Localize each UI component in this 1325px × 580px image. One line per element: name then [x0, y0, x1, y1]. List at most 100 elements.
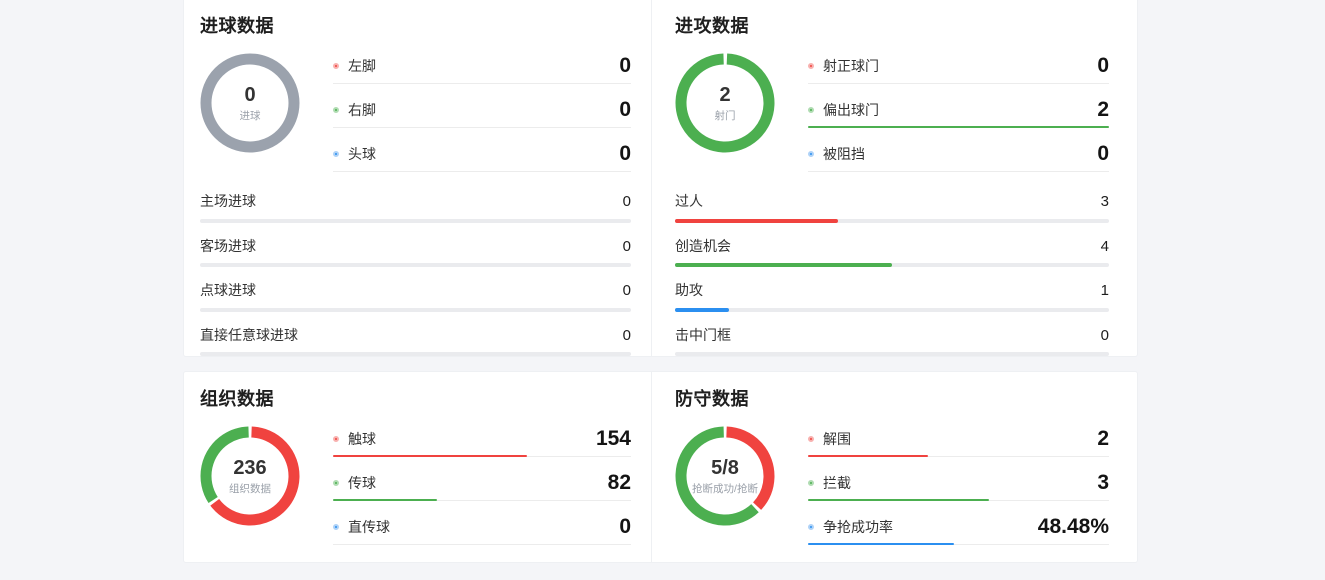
- legend-item-left: 拦截: [808, 473, 851, 493]
- donut-center: 2 射门: [675, 53, 775, 153]
- stats-card-bottom: 组织数据 236 组织数据 触球 154 传球 82 直传球 0 防守数据 5/8 抢断成功/抢断解…: [183, 371, 1138, 563]
- donut-ring: [675, 53, 775, 153]
- stat-bar-track: [675, 307, 1109, 312]
- donut-ring: [200, 53, 300, 153]
- donut-chart: 236 组织数据: [200, 426, 300, 526]
- stat-bar-label: 点球进球: [200, 282, 256, 298]
- legend-divider: [808, 544, 1109, 545]
- stat-bar-row: 击中门框 0: [675, 319, 1109, 364]
- legend-item-left: 直传球: [333, 517, 390, 537]
- blue-dot-icon: [333, 151, 339, 157]
- legend-value: 0: [619, 515, 631, 538]
- green-dot-icon: [808, 480, 814, 486]
- stat-bar-head: 点球进球 0: [200, 280, 631, 300]
- donut-center-value: 0: [244, 83, 256, 106]
- legend-value: 2: [1097, 98, 1109, 121]
- stat-bar-row: 直接任意球进球 0: [200, 319, 631, 364]
- legend-divider: [808, 171, 1109, 172]
- legend-value: 3: [1097, 471, 1109, 494]
- red-dot-icon: [808, 63, 814, 69]
- stat-bar-row: 客场进球 0: [200, 230, 631, 275]
- donut-and-legend: 5/8 抢断成功/抢断 解围 2 拦截 3 争抢成功率 48.48%: [675, 413, 1109, 545]
- stat-bar-row: 点球进球 0: [200, 274, 631, 319]
- stat-bar-track: [200, 307, 631, 312]
- legend-label: 偏出球门: [823, 102, 879, 118]
- stat-bar-track: [675, 352, 1109, 356]
- legend-value: 0: [619, 54, 631, 77]
- legend-divider: [333, 83, 631, 84]
- stats-card-top: 进球数据 0 进球 左脚 0 右脚 0 头球 0 主场进球 0 客场进球 0 点球进球 0 直接任意球进球 0 …: [183, 0, 1138, 357]
- legend-value: 0: [1097, 54, 1109, 77]
- legend-label: 左脚: [348, 58, 376, 74]
- legend-label: 拦截: [823, 475, 851, 491]
- blue-dot-icon: [808, 524, 814, 530]
- legend-progress-fill: [808, 126, 1109, 128]
- green-dot-icon: [808, 107, 814, 113]
- stat-bar-label: 客场进球: [200, 237, 256, 254]
- legend-label: 传球: [348, 475, 376, 491]
- donut-center: 5/8 抢断成功/抢断: [675, 426, 775, 526]
- legend-item: 直传球 0: [333, 501, 631, 545]
- stat-bar-label: 击中门框: [675, 326, 731, 343]
- stat-bar-label: 创造机会: [675, 237, 731, 254]
- legend: 触球 154 传球 82 直传球 0: [333, 413, 631, 545]
- stat-bar-head: 客场进球 0: [200, 236, 631, 256]
- stat-bar-value: 4: [1100, 237, 1109, 255]
- legend-item: 偏出球门 2: [808, 84, 1109, 128]
- donut-chart: 2 射门: [675, 53, 775, 153]
- legend-item: 传球 82: [333, 457, 631, 501]
- panel-title: 进攻数据: [675, 16, 749, 36]
- stat-bar-label: 直接任意球进球: [200, 326, 298, 343]
- panel-title: 组织数据: [200, 389, 274, 409]
- stat-bar-track: [675, 218, 1109, 223]
- stat-bar-head: 击中门框 0: [675, 325, 1109, 345]
- legend: 解围 2 拦截 3 争抢成功率 48.48%: [808, 413, 1109, 545]
- panel-title: 进球数据: [200, 16, 274, 36]
- legend-divider: [333, 171, 631, 172]
- panel-organization: 组织数据 236 组织数据 触球 154 传球 82 直传球 0: [184, 372, 651, 562]
- panel-attack: 进攻数据 2 射门 射正球门 0 偏出球门 2 被阻挡 0 过人 3 创造机会 4 助攻 1 击中门框 0: [651, 0, 1137, 356]
- legend-label: 右脚: [348, 102, 376, 118]
- legend-value: 2: [1097, 427, 1109, 450]
- stat-bar-value: 0: [622, 326, 631, 344]
- panel-defense: 防守数据 5/8 抢断成功/抢断 解围 2 拦截 3 争抢成功率 48.48%: [651, 372, 1137, 562]
- legend-item-left: 右脚: [333, 100, 376, 120]
- legend-label: 头球: [348, 146, 376, 162]
- stat-bar-value: 0: [622, 237, 631, 255]
- legend-item: 拦截 3: [808, 457, 1109, 501]
- legend-item-left: 争抢成功率: [808, 517, 893, 537]
- stat-bar-value: 1: [1100, 282, 1109, 299]
- panel-goals: 进球数据 0 进球 左脚 0 右脚 0 头球 0 主场进球 0 客场进球 0 点球进球 0 直接任意球进球 0: [184, 0, 651, 356]
- legend-item: 争抢成功率 48.48%: [808, 501, 1109, 545]
- red-dot-icon: [333, 63, 339, 69]
- legend-value: 0: [619, 142, 631, 165]
- legend: 左脚 0 右脚 0 头球 0: [333, 40, 631, 172]
- stat-bar-value: 3: [1100, 193, 1109, 210]
- legend-progress-fill: [808, 543, 954, 545]
- legend-value: 48.48%: [1037, 515, 1109, 538]
- donut-center-value: 2: [719, 83, 731, 106]
- legend-item: 触球 154: [333, 413, 631, 457]
- legend-item-left: 左脚: [333, 56, 376, 76]
- stat-bar-fill: [675, 263, 892, 267]
- donut-center-value: 236: [233, 456, 267, 479]
- red-dot-icon: [808, 436, 814, 442]
- legend-item-left: 射正球门: [808, 56, 879, 76]
- donut-center-value: 5/8: [711, 456, 739, 479]
- legend-value: 154: [595, 427, 631, 450]
- legend-label: 直传球: [348, 519, 390, 535]
- blue-dot-icon: [808, 151, 814, 157]
- legend-label: 被阻挡: [823, 146, 865, 162]
- stat-bar-head: 直接任意球进球 0: [200, 325, 631, 345]
- blue-dot-icon: [333, 524, 339, 530]
- stat-bar-track: [675, 263, 1109, 267]
- legend-item-left: 被阻挡: [808, 144, 865, 164]
- stat-bar-head: 主场进球 0: [200, 191, 631, 211]
- legend: 射正球门 0 偏出球门 2 被阻挡 0: [808, 40, 1109, 172]
- legend-item-left: 触球: [333, 429, 376, 449]
- donut-center: 236 组织数据: [200, 426, 300, 526]
- stat-bar-row: 主场进球 0: [200, 185, 631, 230]
- stat-bar-label: 助攻: [675, 282, 703, 298]
- legend-item: 头球 0: [333, 128, 631, 172]
- legend-value: 82: [607, 471, 631, 494]
